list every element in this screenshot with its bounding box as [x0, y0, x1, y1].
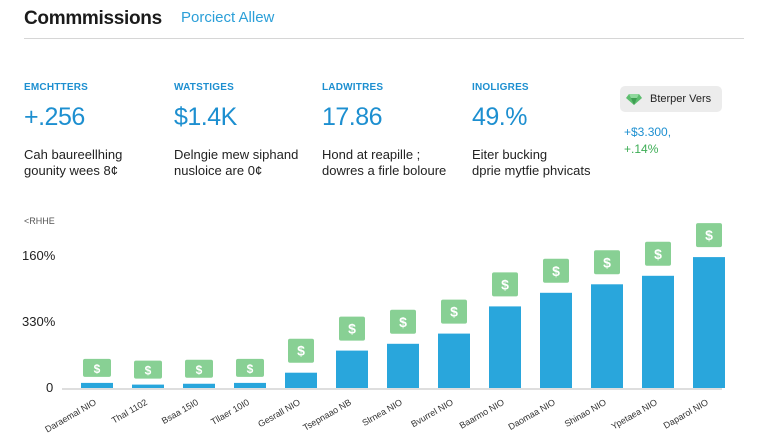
kpi-value: 49.% [472, 103, 527, 131]
kpi-description: Delngie mew siphand nusloice are 0¢ [174, 147, 309, 179]
dollar-marker-6 [339, 316, 365, 341]
bar-3[interactable] [183, 383, 215, 388]
kpi-description: Cah baureellhing gounity wees 8¢ [24, 147, 159, 179]
dollar-marker-label-5: $ [297, 343, 305, 359]
dollar-marker-label-6: $ [348, 321, 356, 337]
legend-toggle[interactable]: Bterper Vers [620, 86, 722, 112]
x-tick-label-6: Tsepnaao NB [301, 397, 353, 433]
dollar-marker-label-7: $ [399, 314, 407, 330]
dollar-marker-11 [594, 250, 620, 275]
kpi-card-3: LADWITRES 17.86 Hond at reapille ; dowre… [322, 82, 457, 179]
dollar-marker-4 [236, 358, 264, 377]
kpi-card-4: INOLIGRES 49.% Eiter bucking dprie mytfi… [472, 82, 607, 179]
dollar-marker-13 [696, 223, 722, 248]
kpi-desc-line-2: gounity wees 8¢ [24, 163, 118, 178]
bar-5[interactable] [285, 372, 317, 388]
kpi-value: 17.86 [322, 103, 383, 131]
x-tick-label-5: Gesrall NIO [256, 397, 302, 429]
dollar-marker-label-3: $ [196, 363, 203, 377]
dollar-marker-label-4: $ [247, 362, 254, 376]
side-stats: +$3.300, +.14% [624, 124, 671, 158]
dollar-marker-label-12: $ [654, 246, 662, 262]
kpi-value: +.256 [24, 103, 85, 131]
dollar-marker-label-11: $ [603, 254, 611, 270]
kpi-desc-line-2: dowres a firle boloure [322, 163, 447, 178]
kpi-description: Eiter bucking dprie mytfie phvicats [472, 147, 607, 179]
side-stat-percent: +.14% [624, 142, 659, 156]
kpi-desc-line-1: Cah baureellhing [24, 147, 123, 162]
kpi-card-1: EMCHTTERS +.256 Cah baureellhing gounity… [24, 82, 159, 179]
bar-11[interactable] [591, 284, 623, 388]
kpi-value: $1.4K [174, 103, 237, 131]
legend-label: Bterper Vers [650, 93, 712, 105]
kpi-label: LADWITRES [322, 82, 384, 93]
bar-12[interactable] [642, 275, 674, 388]
dollar-marker-10 [543, 258, 569, 283]
x-tick-label-12: Ypetaea NIO [610, 397, 659, 431]
dollar-marker-8 [441, 299, 467, 324]
dollar-marker-label-10: $ [552, 263, 560, 279]
x-tick-label-1: Daraemal NIO [43, 397, 98, 434]
kpi-desc-line-1: Hond at reapille ; [322, 147, 421, 162]
dollar-marker-2 [134, 360, 162, 379]
x-tick-label-7: Slrnea NIO [360, 397, 404, 428]
project-link[interactable]: Porciect Allew [181, 9, 275, 26]
bar-7[interactable] [387, 343, 419, 388]
dollar-marker-label-2: $ [145, 364, 152, 378]
x-tick-label-11: Shinao NIO [563, 397, 608, 429]
kpi-desc-line-1: Eiter bucking [472, 147, 548, 162]
y-tick-label-mid: 330% [22, 314, 56, 329]
x-tick-label-3: Bsaa 15I0 [160, 397, 200, 426]
x-tick-label-10: Daomaa NIO [507, 397, 557, 432]
bar-9[interactable] [489, 306, 521, 388]
chart-tag: <RHHE [24, 216, 55, 226]
bar-6[interactable] [336, 350, 368, 388]
dollar-marker-7 [390, 309, 416, 334]
x-tick-label-13: Daparol NIO [662, 397, 710, 431]
dollar-marker-1 [83, 358, 111, 377]
y-tick-label-zero: 0 [46, 380, 54, 395]
bar-13[interactable] [693, 257, 725, 388]
dollar-marker-label-9: $ [501, 276, 509, 292]
dollar-marker-12 [645, 241, 671, 266]
kpi-label: EMCHTTERS [24, 82, 89, 93]
kpi-label: INOLIGRES [472, 82, 529, 93]
bar-10[interactable] [540, 292, 572, 388]
dollar-marker-3 [185, 359, 213, 378]
kpi-desc-line-1: Delngie mew siphand [174, 147, 299, 162]
kpi-desc-line-2: dprie mytfie phvicats [472, 163, 591, 178]
dollar-marker-label-8: $ [450, 304, 458, 320]
x-tick-label-8: Bvurrel NIO [409, 397, 455, 429]
kpi-label: WATSTIGES [174, 82, 234, 93]
dollar-marker-label-13: $ [705, 227, 713, 243]
dollar-marker-9 [492, 272, 518, 297]
side-stat-amount: +$3.300, [624, 125, 672, 139]
kpi-description: Hond at reapille ; dowres a firle bolour… [322, 147, 457, 179]
bar-8[interactable] [438, 333, 470, 388]
gem-icon [626, 94, 642, 105]
kpi-desc-line-2: nusloice are 0¢ [174, 163, 263, 178]
dollar-marker-label-1: $ [94, 362, 101, 376]
bar-1[interactable] [81, 382, 113, 388]
bar-4[interactable] [234, 382, 266, 388]
kpi-card-2: WATSTIGES $1.4K Delngie mew siphand nusl… [174, 82, 309, 179]
header: Commmissions Porciect Allew [24, 0, 744, 39]
x-tick-label-2: Thal 1102 [110, 397, 149, 425]
dollar-marker-5 [288, 338, 314, 363]
x-tick-label-4: Tllaer 10I0 [209, 397, 251, 427]
bar-2[interactable] [132, 384, 164, 388]
y-tick-label-top: 160% [22, 248, 56, 263]
page-title: Commmissions [24, 8, 162, 29]
x-tick-label-9: Baarmo NIO [458, 397, 506, 431]
